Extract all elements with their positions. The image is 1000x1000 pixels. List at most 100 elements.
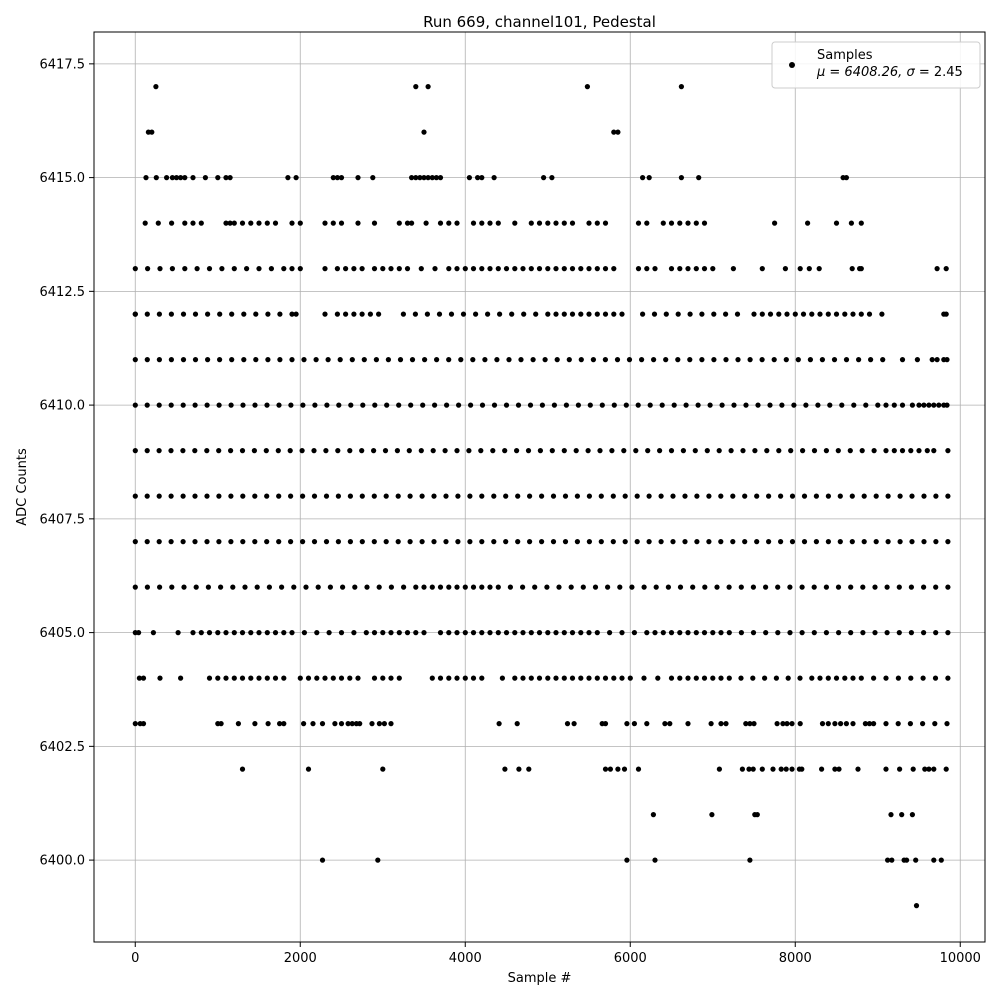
data-point (766, 539, 772, 545)
data-point (409, 357, 416, 363)
data-point (549, 448, 555, 454)
data-point (783, 766, 789, 772)
data-point (944, 402, 950, 408)
data-point (264, 493, 270, 499)
data-point (861, 539, 867, 545)
data-point (330, 220, 336, 226)
data-point (646, 539, 652, 545)
data-point (462, 630, 468, 636)
data-point (216, 402, 222, 408)
data-point (904, 857, 910, 863)
data-point (602, 220, 609, 226)
data-point (418, 448, 424, 454)
data-point (851, 402, 857, 408)
data-point (907, 721, 914, 727)
data-point (866, 721, 873, 727)
data-point (323, 539, 330, 545)
data-point (216, 493, 222, 499)
data-point (766, 493, 772, 499)
data-point (407, 539, 413, 545)
data-point (742, 539, 748, 545)
data-point (716, 766, 723, 772)
data-point (381, 721, 387, 727)
data-point (156, 357, 162, 363)
data-point (413, 84, 419, 90)
data-point (156, 402, 162, 408)
data-point (850, 675, 856, 681)
data-point (264, 675, 270, 681)
data-point (495, 584, 501, 590)
data-point (404, 220, 411, 226)
data-point (943, 766, 949, 772)
data-point (136, 675, 142, 681)
data-point (842, 675, 848, 681)
data-point (585, 448, 591, 454)
data-point (479, 493, 485, 499)
data-point (279, 584, 285, 590)
data-point (334, 266, 340, 272)
data-point (206, 630, 213, 636)
data-point (144, 584, 150, 590)
data-point (502, 448, 508, 454)
data-point (313, 357, 319, 363)
data-point (380, 766, 386, 772)
data-point (248, 675, 254, 681)
data-point (586, 630, 592, 636)
data-point (527, 402, 534, 408)
data-point (860, 630, 866, 636)
sample-level-6415 (143, 175, 850, 181)
data-point (444, 402, 450, 408)
data-point (487, 630, 493, 636)
data-point (599, 402, 605, 408)
data-point (738, 675, 744, 681)
data-point (132, 448, 138, 454)
data-point (140, 675, 147, 681)
sample-level-6404 (136, 675, 951, 681)
data-point (384, 402, 390, 408)
data-point (899, 812, 905, 818)
data-point (784, 721, 790, 727)
data-point (180, 539, 186, 545)
data-point (300, 539, 306, 545)
data-point (190, 220, 196, 226)
data-point (289, 266, 295, 272)
data-point (931, 448, 937, 454)
data-point (763, 584, 769, 590)
data-point (789, 493, 796, 499)
data-point (300, 493, 306, 499)
x-tick-label: 10000 (940, 951, 981, 966)
data-point (738, 630, 745, 636)
data-point (792, 311, 798, 317)
data-point (920, 721, 926, 727)
data-point (799, 584, 805, 590)
data-point (335, 448, 341, 454)
data-point (432, 402, 438, 408)
data-point (611, 266, 617, 272)
data-point (706, 493, 712, 499)
data-point (811, 630, 817, 636)
data-point (277, 721, 283, 727)
data-point (231, 266, 237, 272)
data-point (541, 175, 547, 181)
data-point (594, 311, 600, 317)
data-point (462, 675, 468, 681)
data-point (248, 220, 254, 226)
data-point (708, 721, 714, 727)
data-point (563, 402, 570, 408)
data-point (319, 721, 326, 727)
data-point (347, 493, 353, 499)
data-point (849, 493, 855, 499)
sample-level-6400 (319, 857, 944, 863)
data-point (754, 493, 760, 499)
data-point (206, 675, 213, 681)
data-point (327, 584, 333, 590)
data-point (252, 721, 258, 727)
data-point (553, 675, 559, 681)
y-tick-label: 6402.5 (40, 740, 86, 755)
data-point (437, 220, 444, 226)
data-point (132, 311, 138, 317)
data-point (578, 266, 584, 272)
data-point (718, 539, 724, 545)
data-point (520, 266, 526, 272)
data-point (837, 493, 843, 499)
